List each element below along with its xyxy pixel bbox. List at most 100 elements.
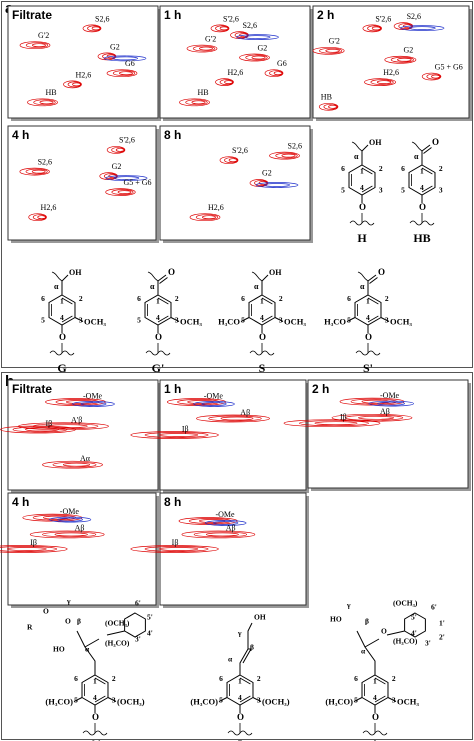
contours (19, 24, 147, 107)
contour (215, 25, 229, 32)
contour (31, 169, 46, 174)
chain (239, 622, 253, 675)
structure-label: 2' (439, 633, 445, 642)
structure-name: A' (89, 737, 101, 741)
ring-number: 2 (112, 674, 116, 683)
contour (264, 69, 284, 78)
spectrum-frame (7, 5, 159, 119)
bond (218, 697, 228, 702)
contour-negative (244, 35, 271, 39)
contour (312, 46, 345, 55)
peak-label: G'2 (329, 37, 340, 46)
ring-number: 1 (60, 296, 64, 305)
structure-label: 5' (411, 613, 417, 622)
contour-negative (377, 401, 405, 406)
wavy-bond (145, 343, 171, 356)
contour (32, 514, 77, 521)
substituent: (H₃CO) (190, 696, 218, 706)
panel-frame (1, 372, 473, 740)
contour (275, 152, 298, 159)
contour (65, 400, 94, 404)
ring-number: 6 (137, 294, 141, 303)
wavy-bond (251, 271, 263, 282)
greek-label: α (360, 282, 365, 291)
contour (63, 80, 82, 89)
contour (220, 416, 254, 421)
contour (371, 26, 381, 31)
greek-label: α (54, 282, 59, 291)
contour-negative (49, 516, 92, 523)
bond (74, 317, 84, 322)
contour (299, 420, 369, 427)
contour (269, 151, 300, 160)
peak-label: Aα (80, 454, 91, 463)
contour (19, 41, 51, 50)
atom-label: O (59, 332, 66, 342)
contour (192, 45, 216, 52)
wavy-bond (409, 213, 435, 226)
peak-label: G2 (112, 162, 122, 171)
substituent: (H₃CO) (325, 696, 353, 706)
contour (54, 532, 88, 537)
structure-name: HB (413, 231, 430, 245)
spectrum-title: 1 h (164, 382, 181, 396)
atom-label: OH (69, 268, 82, 277)
contour (67, 81, 82, 88)
spectrum-frame (7, 492, 157, 606)
contour-negative (368, 400, 414, 407)
contour (344, 414, 404, 421)
peak-label: S2,6 (407, 12, 421, 21)
contour (158, 547, 199, 551)
ring-number: 6 (241, 294, 245, 303)
ring-number: 4 (366, 313, 370, 322)
structure-label: 3' (135, 635, 141, 644)
ring-number: 5 (341, 186, 345, 195)
bond (367, 274, 377, 282)
wavy-bond (51, 271, 63, 282)
double-bond (61, 297, 73, 305)
ring (404, 612, 426, 638)
structure-label: (H₃CO) (393, 637, 418, 646)
contour-negative (408, 26, 436, 31)
bond (252, 697, 262, 702)
ring-number: 6 (401, 164, 405, 173)
contour (188, 518, 232, 524)
contour (82, 24, 102, 33)
atom-label: O (365, 332, 372, 342)
contour-negative (213, 521, 239, 525)
double-bond (157, 297, 169, 305)
bond (170, 317, 180, 322)
structure-label: γ (346, 601, 351, 610)
peak-label: G6 (277, 59, 287, 68)
contour (130, 431, 219, 439)
contour-negative (103, 55, 147, 62)
ring (124, 612, 146, 638)
contour (105, 188, 136, 196)
spectrum-title: 4 h (12, 128, 29, 142)
ring-number: 6 (41, 294, 45, 303)
contour (144, 432, 209, 438)
chain (356, 630, 380, 675)
contours (130, 398, 270, 439)
double-bond (421, 167, 433, 175)
contours (179, 24, 284, 107)
contour (273, 71, 283, 76)
chain (76, 630, 100, 675)
structure-label: 1' (439, 619, 445, 628)
greek-label: α (150, 282, 155, 291)
wavy-bond (349, 213, 375, 226)
contour (384, 55, 417, 64)
contour (431, 74, 441, 79)
ring-number: 2 (379, 164, 383, 173)
ring-number: 4 (238, 693, 242, 702)
peak-label: S'2,6 (232, 146, 248, 155)
contour (6, 547, 47, 551)
peak-label: G2 (258, 43, 268, 52)
atom-label: O (237, 712, 244, 722)
contour (62, 462, 91, 467)
contour (376, 80, 392, 85)
contour (196, 414, 270, 423)
peak-label: A'β (71, 416, 82, 425)
atom-label: O (378, 267, 385, 277)
